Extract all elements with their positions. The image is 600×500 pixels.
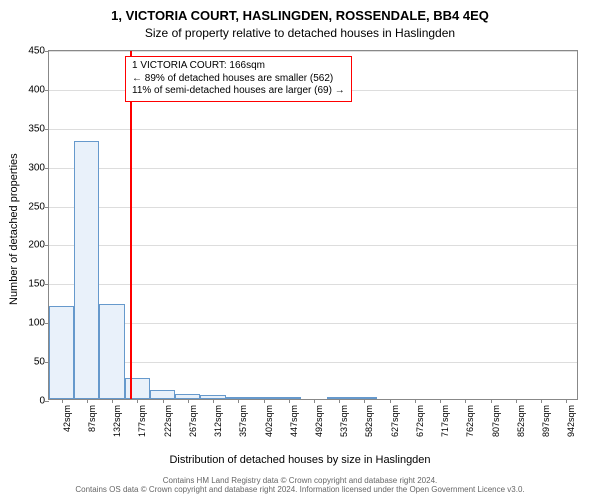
xtick-mark [62, 399, 63, 403]
xtick-mark [465, 399, 466, 403]
ytick-mark [45, 90, 49, 91]
xtick-label: 942sqm [566, 405, 576, 437]
grid-line [49, 245, 577, 246]
grid-line [49, 129, 577, 130]
ytick-mark [45, 284, 49, 285]
xtick-mark [541, 399, 542, 403]
xtick-label: 177sqm [137, 405, 147, 437]
xtick-mark [339, 399, 340, 403]
xtick-label: 492sqm [314, 405, 324, 437]
grid-line [49, 362, 577, 363]
xtick-label: 267sqm [188, 405, 198, 437]
xtick-mark [440, 399, 441, 403]
histogram-bar [150, 390, 175, 399]
license-text: Contains HM Land Registry data © Crown c… [0, 476, 600, 494]
xtick-label: 42sqm [62, 405, 72, 432]
grid-line [49, 51, 577, 52]
xtick-mark [188, 399, 189, 403]
ytick-label: 400 [28, 84, 45, 95]
xtick-label: 807sqm [491, 405, 501, 437]
xtick-label: 627sqm [390, 405, 400, 437]
annotation-line: 11% of semi-detached houses are larger (… [132, 85, 345, 98]
ytick-label: 300 [28, 162, 45, 173]
xtick-mark [264, 399, 265, 403]
y-axis-label: Number of detached properties [8, 153, 20, 305]
xtick-mark [491, 399, 492, 403]
histogram-bar [74, 141, 99, 399]
annotation-line: 1 VICTORIA COURT: 166sqm [132, 60, 345, 73]
ytick-label: 100 [28, 318, 45, 329]
xtick-mark [112, 399, 113, 403]
xtick-mark [137, 399, 138, 403]
grid-line [49, 323, 577, 324]
xtick-mark [87, 399, 88, 403]
ytick-label: 200 [28, 240, 45, 251]
xtick-mark [314, 399, 315, 403]
xtick-label: 717sqm [440, 405, 450, 437]
xtick-mark [390, 399, 391, 403]
xtick-label: 222sqm [163, 405, 173, 437]
xtick-mark [238, 399, 239, 403]
xtick-label: 672sqm [415, 405, 425, 437]
ytick-mark [45, 168, 49, 169]
xtick-label: 852sqm [516, 405, 526, 437]
xtick-mark [213, 399, 214, 403]
xtick-label: 537sqm [339, 405, 349, 437]
ytick-label: 150 [28, 279, 45, 290]
xtick-label: 87sqm [87, 405, 97, 432]
grid-line [49, 207, 577, 208]
chart-container: 1, VICTORIA COURT, HASLINGDEN, ROSSENDAL… [0, 0, 600, 500]
chart-title: 1, VICTORIA COURT, HASLINGDEN, ROSSENDAL… [0, 8, 600, 23]
xtick-label: 312sqm [213, 405, 223, 437]
xtick-mark [566, 399, 567, 403]
grid-line [49, 284, 577, 285]
xtick-label: 357sqm [238, 405, 248, 437]
ytick-mark [45, 245, 49, 246]
ytick-label: 350 [28, 123, 45, 134]
xtick-mark [516, 399, 517, 403]
ytick-mark [45, 401, 49, 402]
annotation-line: ← 89% of detached houses are smaller (56… [132, 73, 345, 86]
marker-line [130, 51, 132, 399]
ytick-mark [45, 129, 49, 130]
ytick-mark [45, 207, 49, 208]
ytick-label: 250 [28, 201, 45, 212]
ytick-label: 0 [39, 396, 45, 407]
license-line1: Contains HM Land Registry data © Crown c… [0, 476, 600, 485]
grid-line [49, 168, 577, 169]
xtick-label: 447sqm [289, 405, 299, 437]
license-line2: Contains OS data © Crown copyright and d… [0, 485, 600, 494]
xtick-label: 897sqm [541, 405, 551, 437]
xtick-label: 132sqm [112, 405, 122, 437]
xtick-mark [415, 399, 416, 403]
histogram-bar [99, 304, 124, 399]
xtick-label: 582sqm [364, 405, 374, 437]
x-axis-label: Distribution of detached houses by size … [0, 454, 600, 466]
histogram-bar [125, 378, 150, 399]
chart-subtitle: Size of property relative to detached ho… [0, 26, 600, 40]
ytick-mark [45, 51, 49, 52]
ytick-label: 450 [28, 46, 45, 57]
xtick-label: 762sqm [465, 405, 475, 437]
xtick-mark [364, 399, 365, 403]
plot-area: 05010015020025030035040045042sqm87sqm132… [48, 50, 578, 400]
ytick-label: 50 [34, 357, 45, 368]
xtick-mark [289, 399, 290, 403]
xtick-mark [163, 399, 164, 403]
xtick-label: 402sqm [264, 405, 274, 437]
histogram-bar [49, 306, 74, 399]
annotation-box: 1 VICTORIA COURT: 166sqm← 89% of detache… [125, 56, 352, 102]
